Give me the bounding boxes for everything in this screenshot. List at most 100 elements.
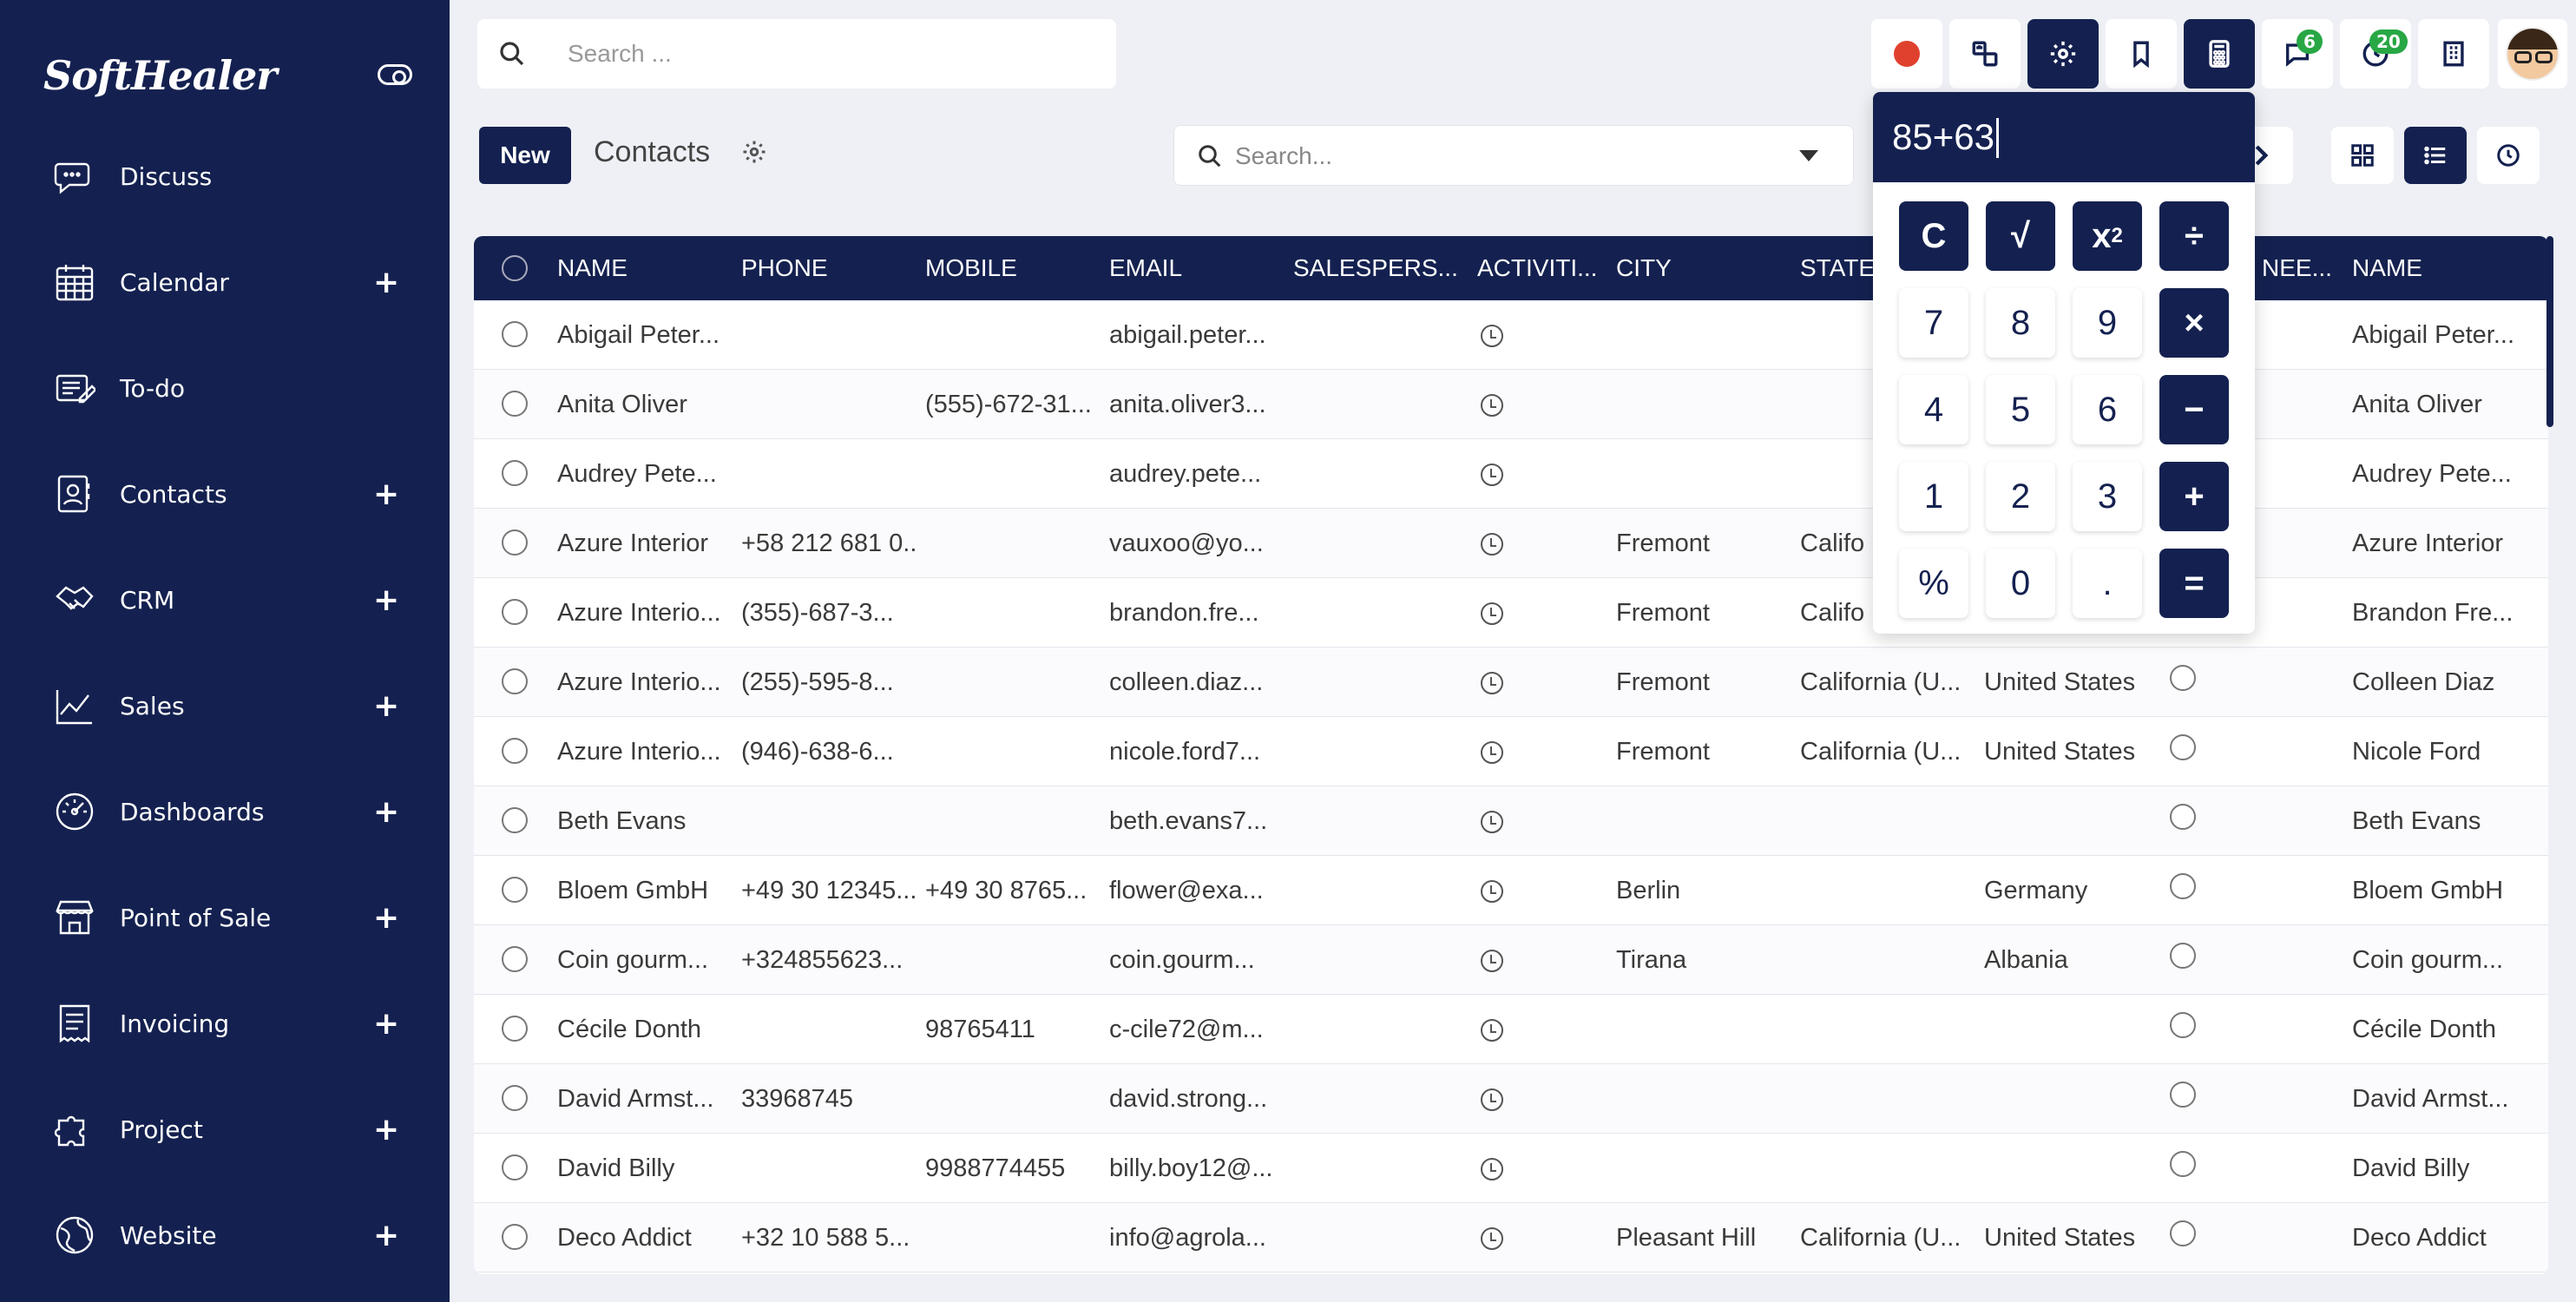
column-header[interactable]: CITY xyxy=(1616,254,1672,281)
calc-key-0[interactable]: 0 xyxy=(1986,549,2055,618)
sidebar-item-contacts[interactable]: Contacts + xyxy=(0,441,450,547)
row-toggle-checkbox[interactable] xyxy=(2170,1151,2196,1177)
row-toggle-checkbox[interactable] xyxy=(2170,943,2196,969)
sidebar-item-sales[interactable]: Sales + xyxy=(0,653,450,759)
sidebar-item-website[interactable]: Website + xyxy=(0,1182,450,1288)
activity-clock-icon[interactable] xyxy=(1481,880,1503,903)
calc-key-9[interactable]: 9 xyxy=(2073,288,2142,358)
activity-clock-icon[interactable] xyxy=(1481,672,1503,694)
row-select-checkbox[interactable] xyxy=(502,1016,528,1042)
activity-clock-icon[interactable] xyxy=(1481,950,1503,972)
calc-key-percent[interactable]: % xyxy=(1899,549,1968,618)
table-row[interactable]: David Billy 9988774455 billy.boy12@... Davi… xyxy=(474,1134,2548,1203)
list-view-button[interactable] xyxy=(2404,127,2467,184)
sidebar-toggle-icon[interactable] xyxy=(378,64,412,85)
table-row[interactable]: Azure Interio... (255)-595-8... colleen.di… xyxy=(474,648,2548,717)
calc-key-8[interactable]: 8 xyxy=(1986,288,2055,358)
calc-key-4[interactable]: 4 xyxy=(1899,375,1968,444)
calc-key-3[interactable]: 3 xyxy=(2073,462,2142,531)
bookmark-button[interactable] xyxy=(2106,19,2177,89)
column-header[interactable]: NEE... xyxy=(2262,254,2332,281)
sidebar-item-crm[interactable]: CRM + xyxy=(0,547,450,653)
settings-button[interactable] xyxy=(2027,19,2099,89)
table-row[interactable]: Deco Addict +32 10 588 5... info@agrola...… xyxy=(474,1203,2548,1272)
activity-clock-icon[interactable] xyxy=(1481,1088,1503,1111)
company-button[interactable] xyxy=(2418,19,2489,89)
activity-clock-icon[interactable] xyxy=(1481,602,1503,625)
row-toggle-checkbox[interactable] xyxy=(2170,1012,2196,1038)
activity-view-button[interactable] xyxy=(2477,127,2540,184)
row-select-checkbox[interactable] xyxy=(502,807,528,833)
calc-key-subtract[interactable]: − xyxy=(2159,375,2229,444)
row-select-checkbox[interactable] xyxy=(502,877,528,903)
global-search-input[interactable] xyxy=(568,35,1088,73)
calc-key-7[interactable]: 7 xyxy=(1899,288,1968,358)
sidebar-add-button[interactable]: + xyxy=(373,1111,400,1147)
row-select-checkbox[interactable] xyxy=(502,1154,528,1180)
row-select-checkbox[interactable] xyxy=(502,946,528,972)
column-header[interactable]: NAME xyxy=(557,254,628,281)
calc-key-divide[interactable]: ÷ xyxy=(2159,201,2229,271)
table-row[interactable]: Coin gourm... +324855623... coin.gourm... T… xyxy=(474,925,2548,995)
activity-clock-icon[interactable] xyxy=(1481,394,1503,417)
column-header[interactable]: MOBILE xyxy=(925,254,1017,281)
column-header[interactable]: EMAIL xyxy=(1109,254,1183,281)
sidebar-add-button[interactable]: + xyxy=(373,687,400,724)
row-select-checkbox[interactable] xyxy=(502,529,528,556)
sidebar-item-discuss[interactable]: Discuss xyxy=(0,123,450,229)
calc-key-1[interactable]: 1 xyxy=(1899,462,1968,531)
calc-key-6[interactable]: 6 xyxy=(2073,375,2142,444)
filter-dropdown-icon[interactable] xyxy=(1799,150,1818,161)
row-select-checkbox[interactable] xyxy=(502,668,528,694)
sidebar-add-button[interactable]: + xyxy=(373,899,400,936)
record-button[interactable] xyxy=(1871,19,1942,89)
column-header[interactable]: SALESPERS... xyxy=(1293,254,1458,281)
column-header[interactable]: STATE xyxy=(1800,254,1876,281)
row-toggle-checkbox[interactable] xyxy=(2170,734,2196,760)
table-row[interactable]: Audrey Pete... audrey.pete... Audrey Pete.… xyxy=(474,439,2548,509)
row-toggle-checkbox[interactable] xyxy=(2170,665,2196,691)
column-header[interactable]: NAME xyxy=(2352,254,2422,281)
sidebar-add-button[interactable]: + xyxy=(373,793,400,830)
sidebar-item-project[interactable]: Project + xyxy=(0,1076,450,1182)
sidebar-add-button[interactable]: + xyxy=(373,264,400,300)
table-row[interactable]: Cécile Donth 98765411 c-cile72@m... Cécile … xyxy=(474,995,2548,1064)
activity-clock-icon[interactable] xyxy=(1481,811,1503,833)
calc-key-decimal[interactable]: . xyxy=(2073,549,2142,618)
calc-key-add[interactable]: + xyxy=(2159,462,2229,531)
app-logo[interactable]: SoftHealer xyxy=(43,52,277,99)
table-row[interactable]: David Armst... 33968745 david.strong... Dav… xyxy=(474,1064,2548,1134)
calculator-display[interactable]: 85+63 xyxy=(1873,92,2255,182)
row-select-checkbox[interactable] xyxy=(502,460,528,486)
row-select-checkbox[interactable] xyxy=(502,738,528,764)
column-header[interactable]: ACTIVITI... xyxy=(1477,254,1598,281)
messages-button[interactable]: 6 xyxy=(2262,19,2333,89)
table-row[interactable]: Bloem GmbH +49 30 12345... +49 30 8765... f… xyxy=(474,856,2548,925)
sidebar-item-to-do[interactable]: To-do xyxy=(0,335,450,441)
table-row[interactable]: Azure Interio... (355)-687-3... brandon.fr… xyxy=(474,578,2548,648)
sidebar-add-button[interactable]: + xyxy=(373,476,400,512)
table-scrollbar[interactable] xyxy=(2546,236,2553,427)
calculator-button[interactable] xyxy=(2184,19,2255,89)
table-row[interactable]: Beth Evans beth.evans7... Beth Evans xyxy=(474,786,2548,856)
row-select-checkbox[interactable] xyxy=(502,599,528,625)
activity-clock-icon[interactable] xyxy=(1481,325,1503,347)
activity-clock-icon[interactable] xyxy=(1481,741,1503,764)
row-toggle-checkbox[interactable] xyxy=(2170,1082,2196,1108)
row-toggle-checkbox[interactable] xyxy=(2170,1220,2196,1246)
row-toggle-checkbox[interactable] xyxy=(2170,804,2196,830)
calc-key-multiply[interactable]: × xyxy=(2159,288,2229,358)
row-toggle-checkbox[interactable] xyxy=(2170,873,2196,899)
row-select-checkbox[interactable] xyxy=(502,1224,528,1250)
calc-key-2[interactable]: 2 xyxy=(1986,462,2055,531)
activities-button[interactable]: 20 xyxy=(2340,19,2411,89)
sidebar-item-invoicing[interactable]: Invoicing + xyxy=(0,970,450,1076)
gear-icon[interactable] xyxy=(741,139,767,165)
activity-clock-icon[interactable] xyxy=(1481,464,1503,486)
user-avatar[interactable] xyxy=(2498,19,2567,89)
calc-key-clear[interactable]: C xyxy=(1899,201,1968,271)
activity-clock-icon[interactable] xyxy=(1481,533,1503,556)
sidebar-item-point-of-sale[interactable]: Point of Sale + xyxy=(0,865,450,970)
table-row[interactable]: Azure Interio... (946)-638-6... nicole.for… xyxy=(474,717,2548,786)
